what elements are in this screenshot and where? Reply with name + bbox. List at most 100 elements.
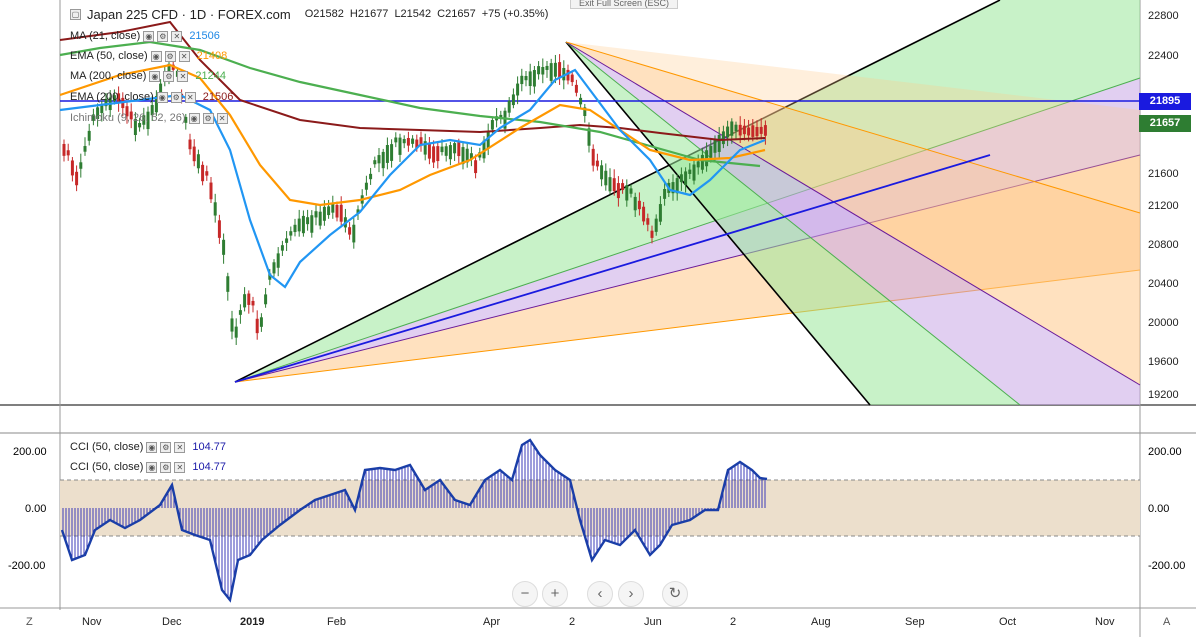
candle-body [327, 206, 331, 216]
cci-tick-right: 200.00 [1148, 446, 1182, 458]
close-icon[interactable]: ✕ [174, 461, 186, 473]
eye-icon[interactable]: ◉ [146, 441, 158, 453]
eye-icon[interactable]: ◉ [149, 70, 161, 82]
candle-body [125, 106, 129, 117]
close-icon[interactable]: ✕ [178, 50, 190, 62]
candle-body [96, 107, 100, 119]
price-tick: 22800 [1148, 10, 1179, 22]
indicator-row-ma21[interactable]: MA (21, close) ◉ ⚙ ✕ 21506 [70, 30, 220, 42]
scroll-left-button[interactable]: ‹ [587, 581, 613, 607]
candle-body [738, 124, 742, 136]
reset-chart-button[interactable]: ↻ [662, 581, 688, 607]
zoom-out-button[interactable]: − [512, 581, 538, 607]
indicator-row-ichimoku[interactable]: Ichimoku (9, 26, 52, 26) ◉ ⚙ ✕ [70, 112, 228, 124]
scale-z-button[interactable]: Z [26, 616, 33, 628]
indicator-value: 21506 [189, 30, 220, 42]
gear-icon[interactable]: ⚙ [170, 91, 182, 103]
close-icon[interactable]: ✕ [184, 91, 196, 103]
candle-body [175, 70, 179, 77]
candle-body [297, 218, 301, 232]
candle-body [507, 100, 511, 113]
candle-body [541, 67, 545, 75]
candle-body [209, 182, 213, 200]
candle-body [264, 294, 268, 305]
candle-body [91, 114, 95, 121]
candle-body [234, 326, 238, 338]
cci-tick-right: -200.00 [1148, 560, 1186, 572]
eye-icon[interactable]: ◉ [156, 91, 168, 103]
close-icon[interactable]: ✕ [171, 30, 183, 42]
gear-icon[interactable]: ⚙ [163, 70, 175, 82]
candle-body [574, 84, 578, 93]
candle-body [486, 130, 490, 149]
eye-icon[interactable]: ◉ [143, 30, 155, 42]
candle-body [335, 204, 339, 218]
eye-icon[interactable]: ◉ [150, 50, 162, 62]
cci-row-2[interactable]: CCI (50, close) ◉ ⚙ ✕ 104.77 [70, 461, 226, 473]
candle-body [385, 145, 389, 163]
eye-icon[interactable]: ◉ [188, 112, 200, 124]
candle-body [100, 104, 104, 114]
candle-body [222, 239, 226, 255]
candle-body [570, 74, 574, 83]
candle-body [616, 183, 620, 199]
candle-body [436, 146, 440, 162]
candle-body [377, 155, 381, 164]
candle-body [301, 215, 305, 234]
gear-icon[interactable]: ⚙ [160, 441, 172, 453]
symbol-title: Japan 225 CFD · 1D · FOREX.com [87, 6, 291, 22]
header-bar: ▢ Japan 225 CFD · 1D · FOREX.com O21582 … [70, 4, 548, 24]
candle-body [545, 65, 549, 70]
gear-icon[interactable]: ⚙ [202, 112, 214, 124]
candle-body [444, 146, 448, 156]
price-tick: 19200 [1148, 389, 1179, 401]
ema50-line [59, 63, 766, 207]
candle-body [280, 245, 284, 251]
candle-body [734, 124, 738, 132]
cci-row-1[interactable]: CCI (50, close) ◉ ⚙ ✕ 104.77 [70, 441, 226, 453]
indicator-value: 21244 [195, 70, 227, 82]
gear-icon[interactable]: ⚙ [157, 30, 169, 42]
gear-icon[interactable]: ⚙ [160, 461, 172, 473]
gann-fan-top[interactable] [565, 41, 1141, 406]
candle-body [537, 66, 541, 75]
time-tick: Feb [327, 616, 346, 628]
cci-histogram [62, 441, 766, 598]
close-icon[interactable]: ✕ [177, 70, 189, 82]
candle-body [591, 148, 595, 166]
candle-body [306, 217, 310, 225]
indicator-row-ma200[interactable]: MA (200, close) ◉ ⚙ ✕ 21244 [70, 70, 226, 82]
cci-tick-right: 0.00 [1148, 503, 1170, 515]
exit-fullscreen-hint[interactable]: Exit Full Screen (ESC) [570, 0, 679, 9]
indicator-label: MA (21, close) [70, 30, 141, 42]
candle-body [604, 170, 608, 186]
candle-body [150, 105, 154, 116]
collapse-icon[interactable]: ▢ [70, 8, 81, 20]
candle-body [684, 171, 688, 185]
price-tick: 21200 [1148, 200, 1179, 212]
candle-body [369, 173, 373, 180]
candle-body [553, 62, 557, 77]
gear-icon[interactable]: ⚙ [164, 50, 176, 62]
indicator-row-ema200[interactable]: EMA (200, close) ◉ ⚙ ✕ 21506 [70, 91, 233, 103]
auto-scale-button[interactable]: A [1163, 616, 1171, 628]
zoom-in-button[interactable]: + [542, 581, 568, 607]
candle-body [201, 164, 205, 182]
close-icon[interactable]: ✕ [216, 112, 228, 124]
level-price-label: 21895 [1139, 93, 1191, 110]
candle-body [688, 169, 692, 174]
candle-body [154, 96, 158, 113]
candle-body [213, 202, 217, 216]
candle-body [730, 121, 734, 136]
indicator-row-ema50[interactable]: EMA (50, close) ◉ ⚙ ✕ 21408 [70, 50, 227, 62]
candle-body [709, 145, 713, 158]
eye-icon[interactable]: ◉ [146, 461, 158, 473]
scroll-right-button[interactable]: › [618, 581, 644, 607]
time-tick: 2019 [240, 616, 265, 628]
close-icon[interactable]: ✕ [174, 441, 186, 453]
price-tick: 21600 [1148, 168, 1179, 180]
candle-body [532, 70, 536, 87]
candle-body [524, 76, 528, 81]
candle-body [646, 218, 650, 225]
